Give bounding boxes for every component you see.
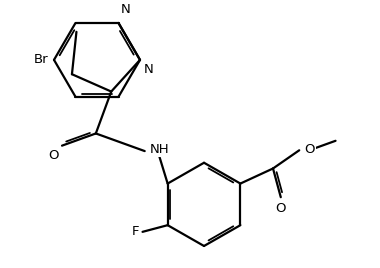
Text: N: N — [144, 63, 154, 76]
Text: N: N — [120, 3, 130, 16]
Text: O: O — [304, 143, 315, 156]
Text: O: O — [276, 202, 286, 215]
Text: NH: NH — [150, 143, 169, 156]
Text: O: O — [49, 149, 59, 162]
Text: Br: Br — [33, 53, 48, 66]
Text: F: F — [132, 225, 139, 238]
